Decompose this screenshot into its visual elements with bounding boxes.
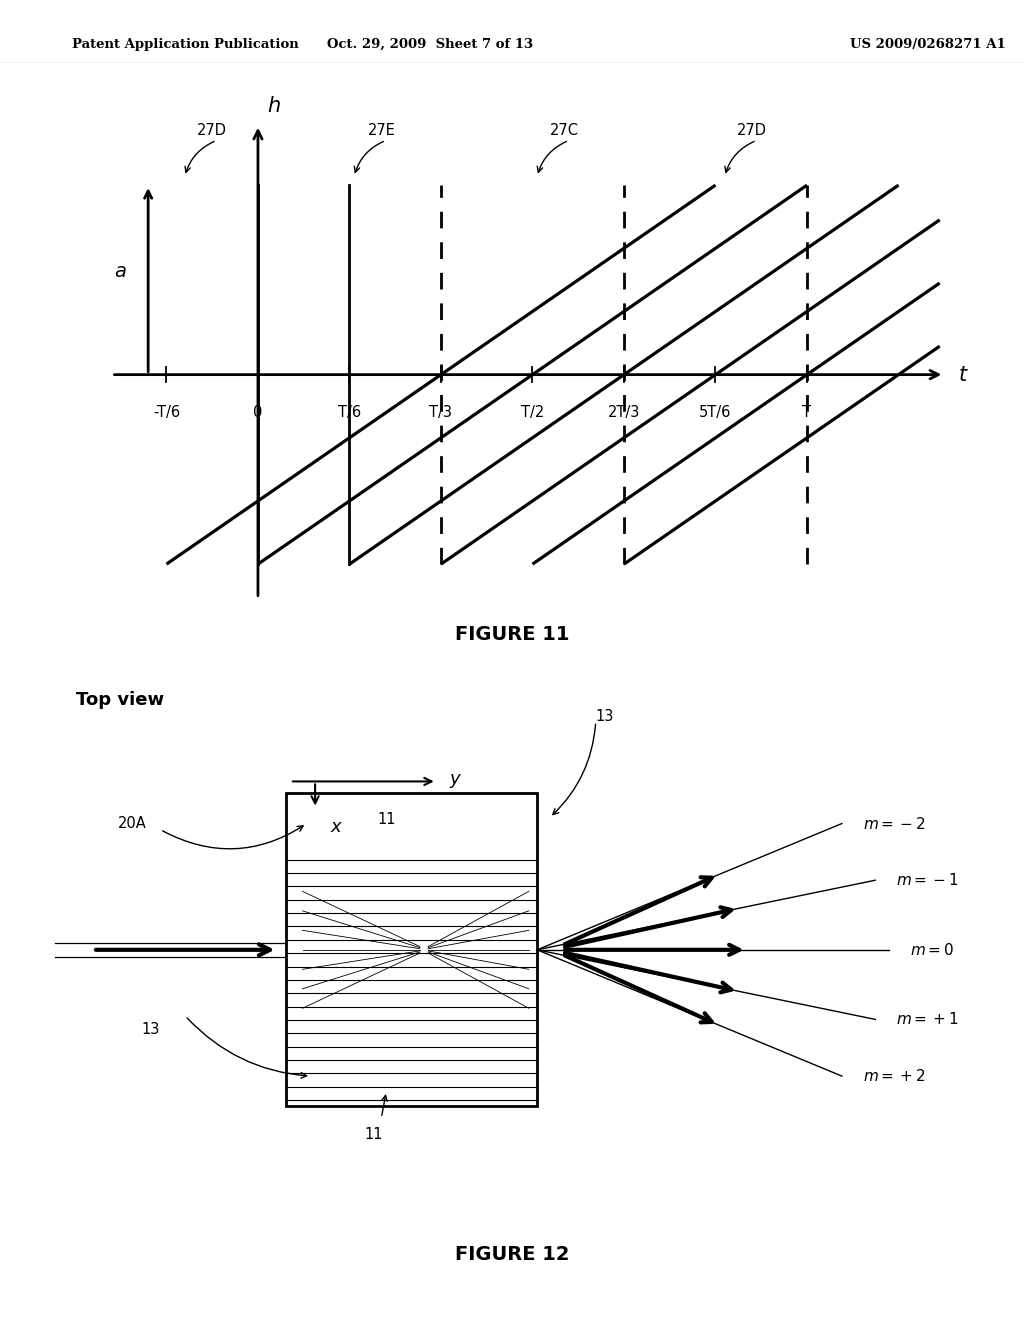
- Text: 11: 11: [377, 812, 395, 826]
- Text: $a$: $a$: [115, 261, 127, 281]
- Text: $h$: $h$: [267, 96, 281, 116]
- Text: Top view: Top view: [77, 692, 165, 709]
- Text: 27E: 27E: [368, 123, 395, 137]
- Text: $t$: $t$: [958, 364, 969, 384]
- Text: Patent Application Publication: Patent Application Publication: [72, 38, 298, 51]
- Text: -T/6: -T/6: [153, 405, 180, 420]
- Text: $m=0$: $m=0$: [910, 941, 954, 958]
- Text: 27D: 27D: [737, 123, 767, 137]
- Text: Oct. 29, 2009  Sheet 7 of 13: Oct. 29, 2009 Sheet 7 of 13: [327, 38, 534, 51]
- Text: $m=-1$: $m=-1$: [896, 873, 958, 888]
- Text: T/2: T/2: [521, 405, 544, 420]
- Text: 2T/3: 2T/3: [608, 405, 640, 420]
- Text: US 2009/0268271 A1: US 2009/0268271 A1: [850, 38, 1006, 51]
- Text: T/6: T/6: [338, 405, 361, 420]
- Text: $y$: $y$: [450, 772, 463, 791]
- Text: 13: 13: [596, 709, 614, 725]
- Text: T/3: T/3: [429, 405, 453, 420]
- Bar: [286, 793, 538, 1106]
- Text: FIGURE 11: FIGURE 11: [455, 626, 569, 644]
- Text: 0: 0: [253, 405, 262, 420]
- Text: 27D: 27D: [198, 123, 227, 137]
- Text: $m=+2$: $m=+2$: [863, 1068, 926, 1084]
- Text: FIGURE 12: FIGURE 12: [455, 1245, 569, 1263]
- Text: 5T/6: 5T/6: [699, 405, 732, 420]
- Text: $m=-2$: $m=-2$: [863, 816, 926, 832]
- Text: 13: 13: [141, 1022, 160, 1038]
- Text: 20A: 20A: [118, 816, 147, 832]
- Text: T: T: [803, 405, 811, 420]
- Text: 27C: 27C: [550, 123, 579, 137]
- Text: $m=+1$: $m=+1$: [896, 1011, 958, 1027]
- Text: 11: 11: [365, 1127, 383, 1142]
- Text: $x$: $x$: [330, 817, 343, 836]
